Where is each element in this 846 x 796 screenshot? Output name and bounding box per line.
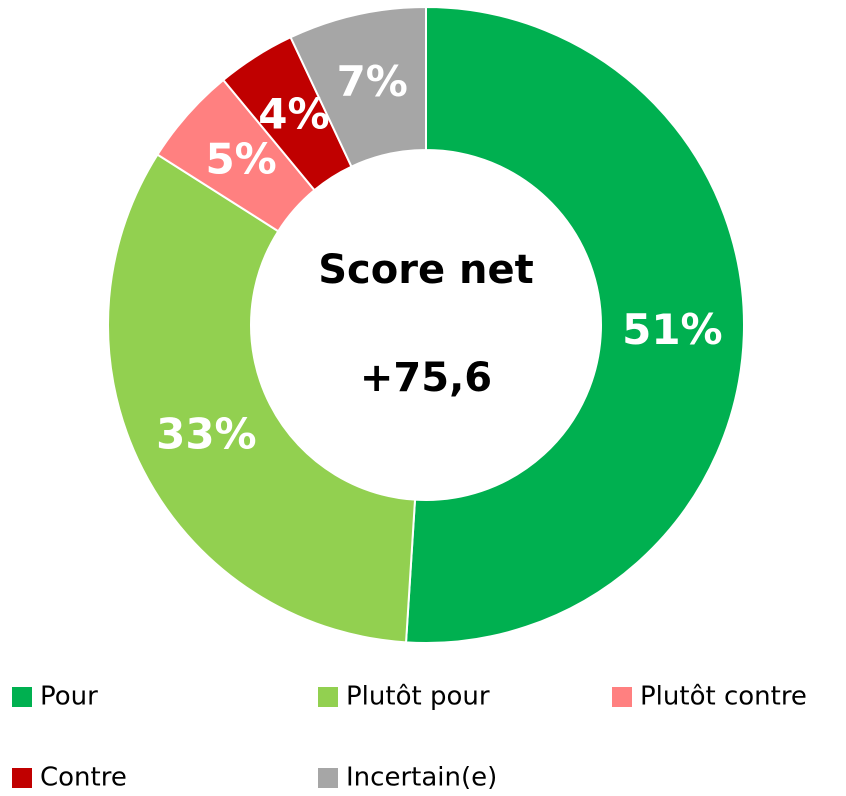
legend-label: Pour: [40, 682, 98, 712]
legend-label: Contre: [40, 763, 127, 793]
donut-slice: [107, 153, 417, 644]
data-label: 4%: [258, 89, 329, 138]
data-label: 33%: [156, 409, 257, 458]
legend-label: Incertain(e): [346, 763, 497, 793]
legend-swatch: [318, 768, 338, 788]
donut-slice: [289, 5, 427, 168]
legend-swatch: [12, 687, 32, 707]
center-value: +75,6: [360, 355, 492, 401]
data-label: 7%: [337, 57, 408, 106]
legend-swatch: [12, 768, 32, 788]
donut-slice: [404, 5, 745, 644]
legend-swatch: [318, 687, 338, 707]
legend-swatch: [612, 687, 632, 707]
data-label: 51%: [622, 305, 723, 354]
legend-label: Plutôt contre: [640, 682, 807, 712]
legend-label: Plutôt pour: [346, 682, 490, 712]
center-title: Score net: [318, 247, 534, 293]
data-label: 5%: [205, 134, 276, 183]
